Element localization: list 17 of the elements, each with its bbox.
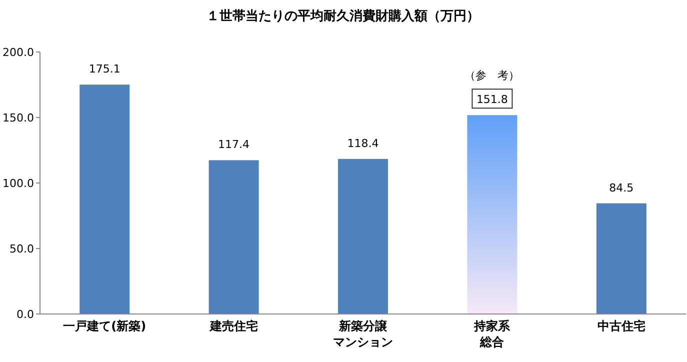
x-tick-label: 新築分譲マンション bbox=[332, 318, 394, 350]
title: １世帯当たりの平均耐久消費財購入額（万円） bbox=[206, 9, 480, 24]
y-tick-label: 100.0 bbox=[2, 177, 34, 190]
y-tick-label: 50.0 bbox=[10, 242, 34, 256]
data-label: 151.8 bbox=[476, 93, 508, 106]
x-tick-label: 持家系総合 bbox=[472, 318, 512, 350]
data-label: 117.4 bbox=[218, 138, 250, 152]
data-label: 84.5 bbox=[609, 181, 634, 194]
annotation: （参 考） bbox=[464, 69, 520, 82]
y-tick-label: 200.0 bbox=[2, 46, 34, 59]
x-tick-label: 一戸建て(新築) bbox=[62, 318, 148, 334]
y-tick-label: 0.0 bbox=[16, 308, 34, 321]
y-tick-label: 150.0 bbox=[2, 112, 34, 124]
data-label: 118.4 bbox=[347, 136, 379, 150]
x-tick-label: 中古住宅 bbox=[596, 318, 646, 334]
data-label: 175.1 bbox=[88, 62, 120, 76]
x-tick-label: 建売住宅 bbox=[208, 318, 259, 334]
